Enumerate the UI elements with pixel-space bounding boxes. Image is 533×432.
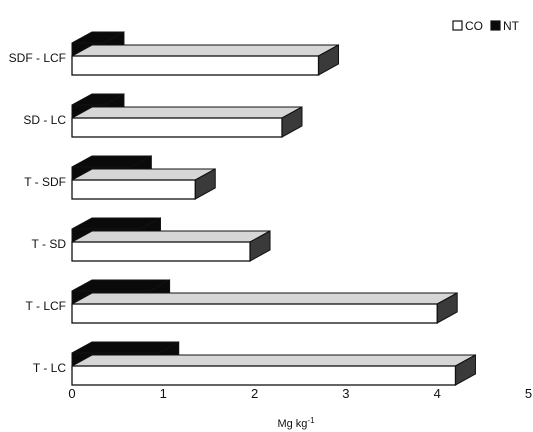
bar-group	[71, 93, 303, 138]
bar-co-top	[71, 354, 476, 367]
bar-group	[71, 279, 458, 324]
bar-co	[71, 365, 457, 386]
bar-group	[71, 217, 271, 262]
bar-co	[71, 55, 320, 76]
x-tick-label: 3	[342, 386, 349, 401]
legend-label-co: CO	[465, 19, 483, 33]
bar-co	[71, 241, 251, 262]
bar-group	[71, 341, 476, 386]
category-label: SDF - LCF	[9, 51, 66, 65]
legend-label-nt: NT	[503, 19, 520, 33]
x-tick-label: 5	[525, 386, 532, 401]
category-label: T - LCF	[26, 299, 66, 313]
bar-co	[71, 303, 438, 324]
bar-co-top	[71, 44, 339, 57]
bar-co	[71, 179, 196, 200]
legend-swatch-nt	[490, 20, 501, 31]
category-label: T - SDF	[24, 175, 66, 189]
bar-group	[71, 31, 340, 76]
bar-group	[71, 155, 216, 200]
category-label: SD - LC	[23, 113, 66, 127]
legend: CO NT	[452, 19, 520, 33]
category-label: T - LC	[33, 361, 66, 375]
x-tick-label: 2	[251, 386, 258, 401]
bar-co-top	[71, 168, 216, 181]
x-tick-label: 0	[68, 386, 75, 401]
bar-co-top	[71, 292, 458, 305]
bar-co-top	[71, 230, 271, 243]
x-tick-label: 4	[434, 386, 441, 401]
x-tick-label: 1	[160, 386, 167, 401]
bar-co-top	[71, 106, 303, 119]
x-axis-label: Mg kg-1	[277, 416, 315, 431]
legend-swatch-co	[452, 20, 463, 31]
bars-layer	[71, 31, 476, 386]
category-label: T - SD	[32, 237, 67, 251]
labels-layer: SDF - LCF SD - LC T - SDF T - SD T - LCF T - …	[9, 51, 532, 401]
bar-co	[71, 117, 283, 138]
